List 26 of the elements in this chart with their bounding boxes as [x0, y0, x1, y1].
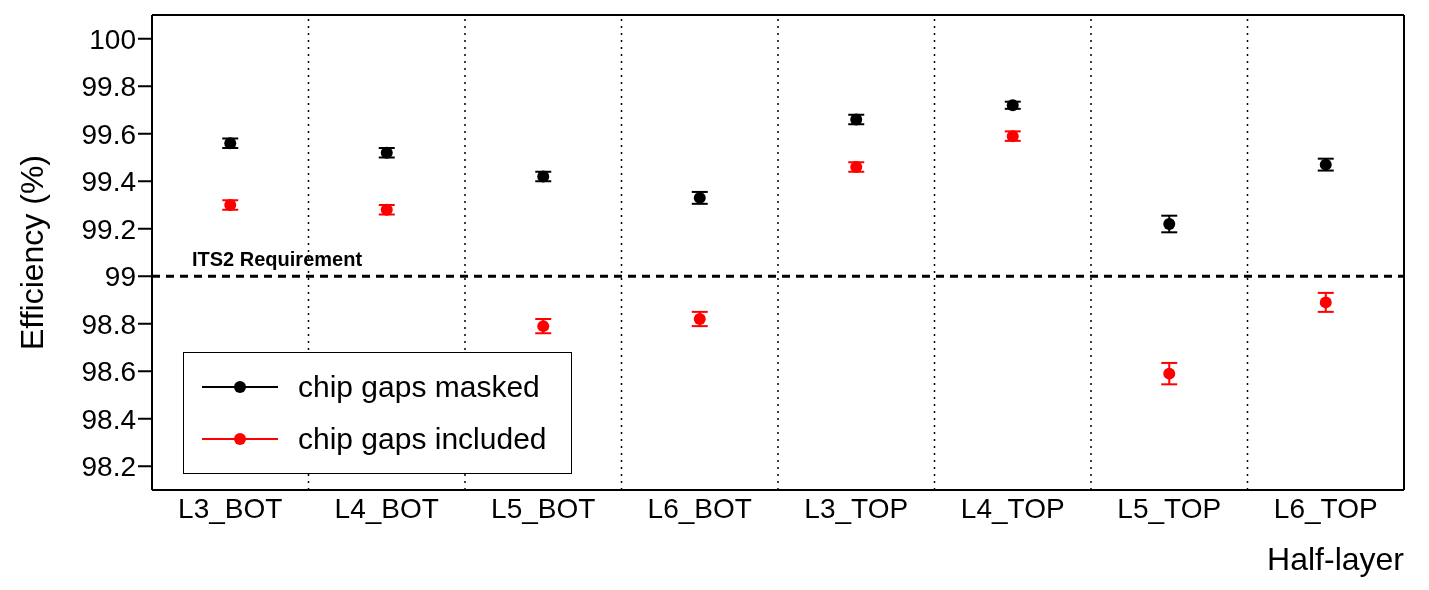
x-tick-label: L5_TOP — [1117, 492, 1222, 524]
y-tick-label: 99.8 — [81, 71, 136, 103]
point — [1319, 296, 1332, 309]
point — [1163, 218, 1176, 230]
x-tick-label: L4_TOP — [960, 492, 1065, 524]
x-tick-label: L6_BOT — [647, 492, 752, 524]
x-tick-label: L6_TOP — [1273, 492, 1378, 524]
y-tick-label: 99.2 — [81, 213, 136, 245]
ref-line-label: ITS2 Requirement — [192, 248, 363, 271]
x-tick-label: L4_BOT — [334, 492, 439, 524]
x-tick-label: L3_BOT — [178, 492, 283, 524]
legend-label: chip gaps masked — [298, 370, 540, 404]
y-tick-label: 100 — [89, 23, 136, 55]
y-tick-label: 99.6 — [81, 118, 136, 150]
y-tick-label: 98.2 — [81, 451, 136, 483]
y-tick-label: 98.6 — [81, 356, 136, 388]
x-tick-label: L3_TOP — [804, 492, 909, 524]
point — [1163, 367, 1176, 380]
y-tick-label: 99 — [104, 261, 136, 293]
legend-label: chip gaps included — [298, 422, 547, 456]
y-tick-label: 98.8 — [81, 308, 136, 340]
x-axis-title: Half-layer — [1267, 541, 1405, 577]
y-axis-title: Efficiency (%) — [14, 154, 51, 351]
y-tick-label: 99.4 — [81, 166, 136, 198]
y-tick-label: 98.4 — [81, 403, 136, 435]
x-tick-label: L5_BOT — [491, 492, 596, 524]
